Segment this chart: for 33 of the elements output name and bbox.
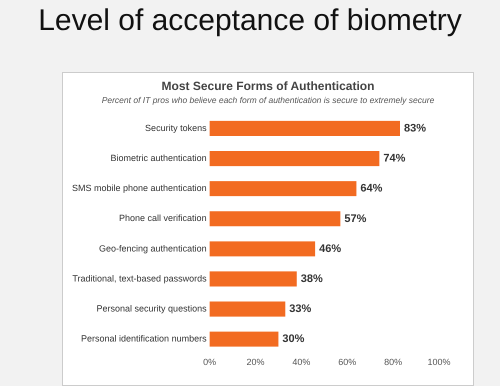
y-tick-label: Security tokens bbox=[145, 122, 208, 133]
y-tick-label: Personal security questions bbox=[96, 304, 208, 314]
bar bbox=[210, 181, 356, 196]
text: Level of acceptance of biometry bbox=[37, 4, 463, 38]
bar bbox=[210, 271, 297, 286]
x-tick-label: 0% bbox=[203, 357, 216, 368]
bar bbox=[210, 211, 340, 226]
y-tick-label: Personal identification numbers bbox=[81, 334, 208, 344]
chart-title: Most Secure Forms of Authentication bbox=[160, 79, 376, 93]
bar bbox=[210, 332, 278, 347]
x-tick-label: 40% bbox=[292, 357, 310, 368]
data-label: 33% bbox=[289, 303, 312, 316]
x-tick-label: 100% bbox=[427, 357, 451, 368]
x-tick-label: 60% bbox=[338, 357, 356, 368]
bar bbox=[210, 120, 400, 136]
chart-subtitle: Percent of IT pros who believe each form of authentication is secure to extremely secure bbox=[100, 95, 436, 105]
data-label: 46% bbox=[319, 242, 342, 255]
y-tick-label: Geo-fencing authentication bbox=[99, 243, 207, 254]
data-label: 83% bbox=[404, 122, 426, 134]
y-tick-label: Traditional, text-based passwords bbox=[72, 273, 208, 284]
data-label: 38% bbox=[300, 272, 323, 285]
y-tick-label: Phone call verification bbox=[119, 213, 207, 224]
y-tick-label: Biometric authentication bbox=[110, 153, 207, 164]
x-tick-label: 80% bbox=[384, 357, 402, 368]
data-label: 57% bbox=[344, 212, 367, 225]
bar bbox=[210, 241, 316, 256]
data-label: 74% bbox=[383, 152, 406, 165]
bar bbox=[210, 302, 286, 317]
data-label: 30% bbox=[282, 333, 305, 346]
bar bbox=[210, 151, 380, 166]
x-tick-label: 20% bbox=[246, 357, 264, 368]
y-tick-label: SMS mobile phone authentication bbox=[72, 183, 207, 194]
data-label: 64% bbox=[360, 182, 383, 195]
